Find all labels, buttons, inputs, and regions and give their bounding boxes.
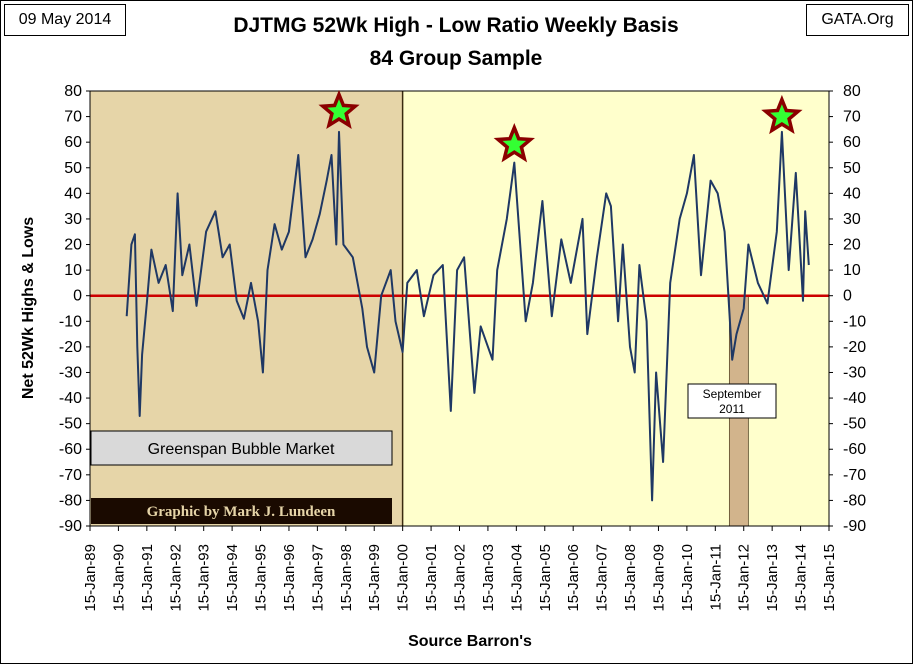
y-tick-label: -70 bbox=[843, 467, 866, 484]
series-line bbox=[125, 130, 810, 502]
y-tick-label: 60 bbox=[843, 134, 861, 151]
x-tick-label: 15-Jan-05 bbox=[537, 544, 554, 612]
y-tick-label: -90 bbox=[843, 518, 866, 535]
y-tick-label: 80 bbox=[843, 83, 861, 100]
x-tick-label: 15-Jan-13 bbox=[764, 544, 781, 612]
x-tick-label: 15-Jan-08 bbox=[622, 544, 639, 612]
y-axis-right: -90 -80 -70 -60 -50 -40 -30 -20 -10 0 10 20 30 40 50 60… bbox=[829, 83, 866, 535]
y-tick-label: 60 bbox=[64, 134, 82, 151]
peak-star bbox=[493, 122, 535, 163]
y-tick-label: 20 bbox=[64, 237, 82, 254]
y-tick-label: 40 bbox=[843, 185, 861, 202]
y-tick-label: -20 bbox=[59, 339, 82, 356]
x-tick-label: 15-Jan-04 bbox=[508, 544, 525, 612]
y-tick-label: 30 bbox=[64, 211, 82, 228]
greenspan-label-box bbox=[90, 430, 393, 466]
greenspan-label: Greenspan Bubble Market bbox=[148, 441, 335, 458]
y-tick-label: 80 bbox=[64, 83, 82, 100]
x-axis: 15-Jan-89 15-Jan-90 15-Jan-91 15-Jan-92 15-J… bbox=[82, 526, 838, 612]
peak-star bbox=[318, 89, 360, 129]
x-tick-label: 15-Jan-07 bbox=[594, 544, 611, 612]
y-tick-label: 10 bbox=[64, 262, 82, 279]
source-site-label: GATA.Org bbox=[806, 4, 909, 36]
x-tick-label: 15-Jan-89 bbox=[82, 544, 99, 612]
y-axis-left: -90 -80 -70 -60 -50 -40 -30 -20 -10 0 10 20 30 40 50 60… bbox=[59, 83, 90, 535]
y-tick-label: 0 bbox=[843, 288, 852, 305]
x-tick-label: 15-Jan-11 bbox=[707, 544, 724, 610]
x-tick-label: 15-Jan-98 bbox=[338, 544, 355, 612]
y-tick-label: -20 bbox=[843, 339, 866, 356]
y-tick-label: 0 bbox=[73, 288, 82, 305]
x-tick-label: 15-Jan-01 bbox=[423, 544, 440, 612]
credit-box bbox=[91, 498, 392, 524]
x-tick-label: 15-Jan-95 bbox=[253, 544, 270, 612]
y-tick-label: 40 bbox=[64, 185, 82, 202]
y-tick-label: -50 bbox=[59, 416, 82, 433]
x-tick-label: 15-Jan-94 bbox=[224, 544, 241, 612]
y-tick-label: -10 bbox=[59, 313, 82, 330]
x-tick-label: 15-Jan-90 bbox=[110, 544, 127, 612]
credit-label: Graphic by Mark J. Lundeen bbox=[147, 504, 336, 520]
x-tick-label: 15-Jan-15 bbox=[821, 544, 838, 612]
x-tick-label: 15-Jan-92 bbox=[167, 544, 184, 612]
y-tick-label: 10 bbox=[843, 262, 861, 279]
y-tick-label: -60 bbox=[843, 441, 866, 458]
x-tick-label: 15-Jan-96 bbox=[281, 544, 298, 612]
y-tick-label: -40 bbox=[59, 390, 82, 407]
y-tick-label: -60 bbox=[59, 441, 82, 458]
y-tick-label: -50 bbox=[843, 416, 866, 433]
x-tick-label: 15-Jan-02 bbox=[452, 544, 469, 612]
date-label: 09 May 2014 bbox=[4, 4, 126, 36]
x-tick-label: 15-Jan-09 bbox=[650, 544, 667, 612]
y-tick-label: 70 bbox=[64, 109, 82, 126]
x-axis-label: Source Barron's bbox=[408, 633, 532, 650]
september-label-line2: 2011 bbox=[719, 402, 745, 416]
y-tick-label: 50 bbox=[843, 160, 861, 177]
x-tick-label: 15-Jan-91 bbox=[139, 544, 156, 612]
y-tick-label: -80 bbox=[843, 492, 866, 509]
y-tick-label: -30 bbox=[59, 364, 82, 381]
x-tick-label: 15-Jan-03 bbox=[480, 544, 497, 612]
x-tick-label: 15-Jan-97 bbox=[309, 544, 326, 612]
peak-stars bbox=[318, 89, 803, 163]
y-tick-label: -40 bbox=[843, 390, 866, 407]
x-tick-label: 15-Jan-06 bbox=[565, 544, 582, 612]
september-label-box bbox=[687, 383, 777, 419]
chart-subtitle: 84 Group Sample bbox=[369, 47, 543, 70]
y-axis-label: Net 52Wk Highs & Lows bbox=[20, 217, 37, 399]
x-tick-label: 15-Jan-00 bbox=[395, 544, 412, 612]
september-label-line1: September bbox=[703, 387, 762, 401]
y-tick-label: 70 bbox=[843, 109, 861, 126]
y-tick-label: -80 bbox=[59, 492, 82, 509]
x-tick-label: 15-Jan-10 bbox=[679, 544, 696, 612]
x-tick-label: 15-Jan-12 bbox=[736, 544, 753, 612]
x-tick-label: 15-Jan-93 bbox=[196, 544, 213, 612]
peak-star bbox=[761, 94, 803, 135]
y-tick-label: -90 bbox=[59, 518, 82, 535]
y-tick-label: -30 bbox=[843, 364, 866, 381]
y-tick-label: 20 bbox=[843, 237, 861, 254]
x-tick-label: 15-Jan-99 bbox=[366, 544, 383, 612]
x-tick-label: 15-Jan-14 bbox=[793, 544, 810, 612]
y-tick-label: -10 bbox=[843, 313, 866, 330]
y-tick-label: 50 bbox=[64, 160, 82, 177]
y-tick-label: -70 bbox=[59, 467, 82, 484]
y-tick-label: 30 bbox=[843, 211, 861, 228]
chart-title: DJTMG 52Wk High - Low Ratio Weekly Basis bbox=[233, 14, 679, 37]
